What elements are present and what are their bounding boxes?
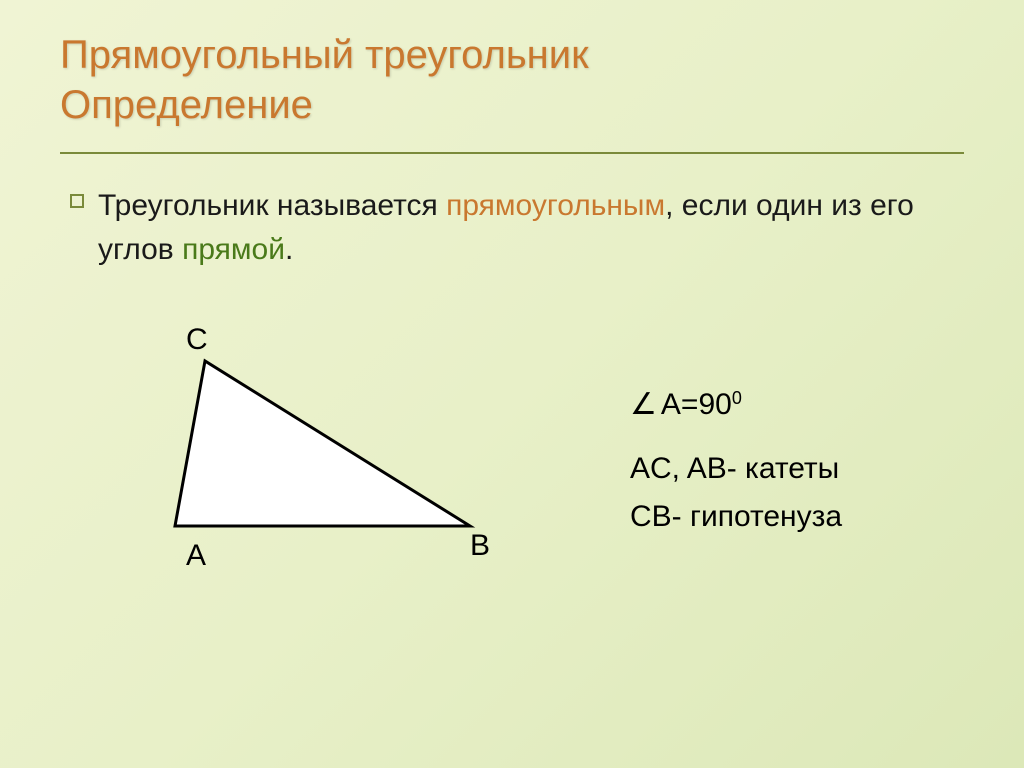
figure-area: C A B ∠A=900 AC, AB- катеты CB- гипотену…	[70, 311, 964, 651]
def-post: .	[285, 233, 293, 266]
title-line-2: Определение	[60, 80, 964, 130]
vertex-label-c: C	[186, 323, 208, 357]
definition-row: Треугольник называется прямоугольным, ес…	[70, 184, 964, 271]
title-line-1: Прямоугольный треугольник	[60, 30, 964, 80]
definition-text: Треугольник называется прямоугольным, ес…	[98, 184, 964, 271]
annotation-block: ∠A=900 AC, AB- катеты CB- гипотенуза	[630, 381, 842, 541]
angle-var: A	[661, 381, 681, 429]
def-pre: Треугольник называется	[98, 189, 446, 222]
bullet-square-icon	[70, 194, 84, 208]
angle-annotation: ∠A=900	[630, 381, 842, 429]
angle-eq: =	[681, 381, 699, 429]
vertex-label-a: A	[186, 539, 206, 573]
angle-val: 90	[698, 381, 731, 429]
body-block: Треугольник называется прямоугольным, ес…	[0, 154, 1024, 651]
angle-superscript: 0	[732, 384, 742, 413]
def-accent-1: прямоугольным	[446, 189, 665, 222]
angle-symbol-icon: ∠	[630, 381, 657, 429]
hypotenuse-annotation: CB- гипотенуза	[630, 493, 842, 541]
triangle-shape	[175, 361, 470, 526]
def-accent-2: прямой	[182, 233, 285, 266]
title-block: Прямоугольный треугольник Определение	[0, 0, 1024, 140]
legs-annotation: AC, AB- катеты	[630, 445, 842, 493]
vertex-label-b: B	[470, 529, 490, 563]
